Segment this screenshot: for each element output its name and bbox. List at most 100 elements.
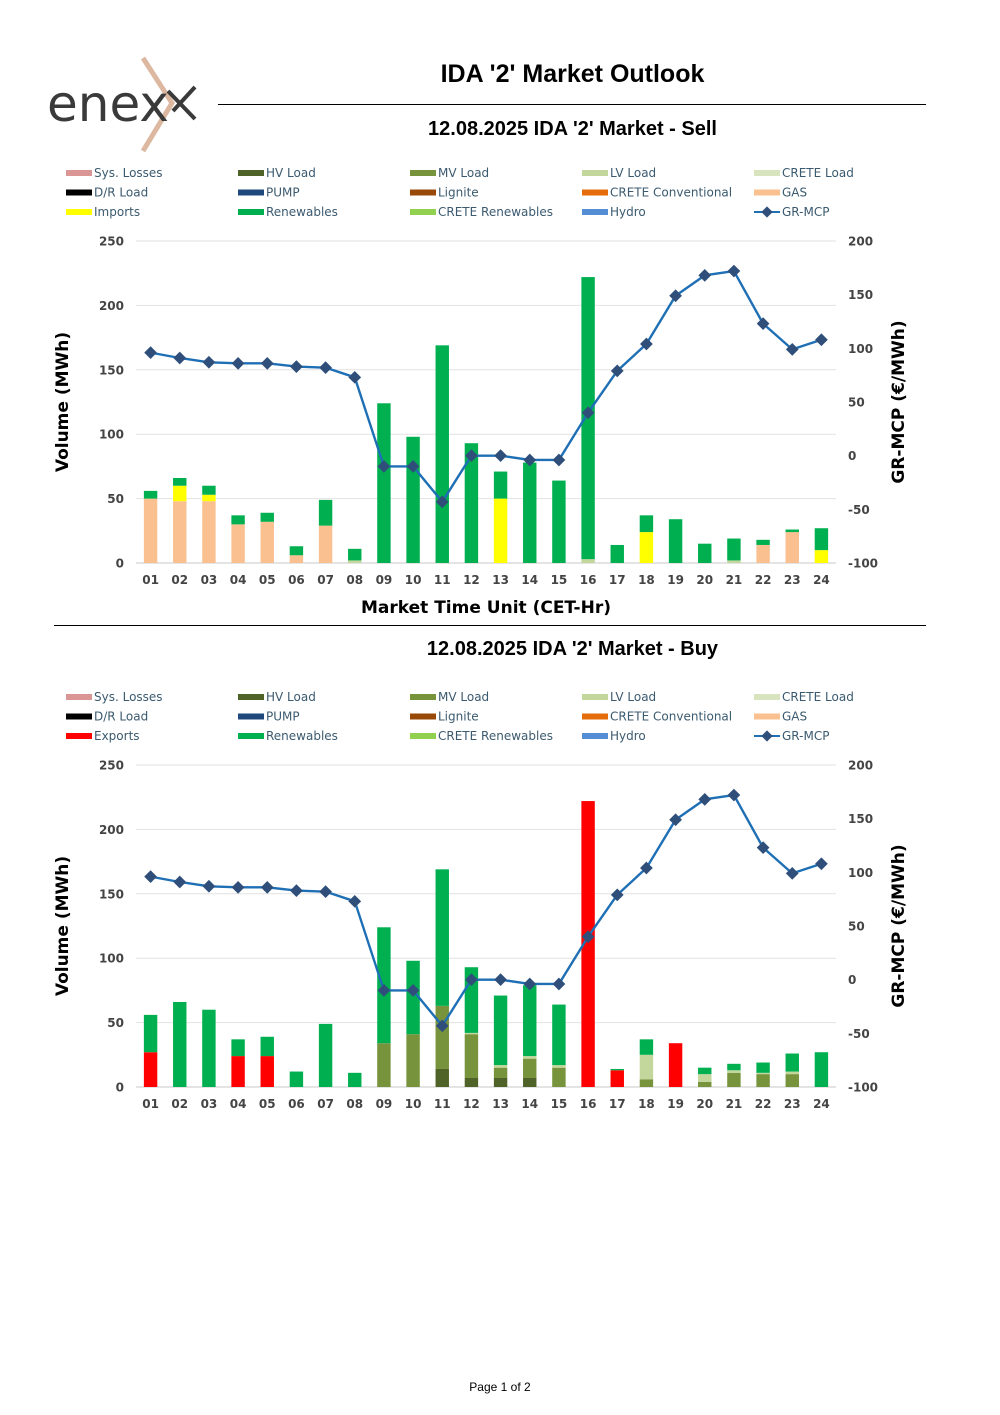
legend-label: GR-MCP <box>782 205 829 219</box>
x-tick-label: 15 <box>551 573 568 587</box>
x-tick-label: 23 <box>784 1097 801 1111</box>
gr-mcp-marker <box>202 355 216 369</box>
x-tick-label: 04 <box>230 1097 247 1111</box>
gr-mcp-marker <box>377 460 391 473</box>
legend-label: GAS <box>782 186 807 200</box>
bar-segment <box>348 548 362 561</box>
bar-segment <box>523 1058 537 1078</box>
bar-segment <box>785 1071 799 1075</box>
x-tick-label: 02 <box>171 1097 188 1111</box>
gr-mcp-marker <box>494 973 507 987</box>
x-tick-label: 01 <box>142 1097 159 1111</box>
x-tick-label: 21 <box>726 573 743 587</box>
bar-segment <box>552 1065 566 1068</box>
page-title: IDA '2' Market Outlook <box>440 60 705 88</box>
bar-segment <box>698 543 712 563</box>
x-tick-label: 24 <box>813 573 830 587</box>
bar-segment <box>406 436 420 563</box>
y-tick-label: 0 <box>116 1081 124 1095</box>
legend-label: Renewables <box>266 729 338 743</box>
legend-label: CRETE Renewables <box>438 205 553 219</box>
gr-mcp-marker <box>260 356 274 370</box>
legend-label: CRETE Renewables <box>438 729 553 743</box>
bar-segment <box>464 443 479 563</box>
legend-swatch <box>66 694 92 700</box>
bar-segment <box>785 1053 799 1072</box>
bar-segment <box>639 532 654 563</box>
x-tick-label: 24 <box>813 1097 830 1111</box>
bar-segment <box>727 1063 741 1071</box>
legend-swatch <box>238 189 264 196</box>
bar-segment <box>756 539 770 545</box>
x-tick-label: 23 <box>784 573 801 587</box>
bar-segment <box>143 1014 158 1053</box>
gr-mcp-marker <box>144 346 157 359</box>
bar-segment <box>668 519 683 563</box>
gr-mcp-marker <box>319 885 332 899</box>
bar-segment <box>231 1039 245 1057</box>
legend-swatch <box>410 733 436 739</box>
bar-segment <box>727 1070 741 1073</box>
y2-tick-label: -100 <box>848 557 878 571</box>
bar-segment <box>581 559 595 563</box>
gridlines <box>136 764 836 1088</box>
x-axis-title: Market Time Unit (CET-Hr) <box>361 598 611 618</box>
bar-segment <box>639 1054 654 1080</box>
bar-segment <box>406 960 420 1035</box>
bars <box>143 801 829 1087</box>
bar-segment <box>202 1009 216 1087</box>
x-tick-label: 21 <box>726 1097 743 1111</box>
gr-mcp-marker <box>727 788 741 802</box>
legend-swatch <box>582 189 608 196</box>
y-tick-label: 50 <box>107 492 124 506</box>
buy-chart: Sys. Losses HV Load MV Load LV Load CRETE Lo… <box>53 690 909 1111</box>
bars <box>143 277 829 563</box>
gr-mcp-marker <box>231 356 245 370</box>
bar-segment <box>756 1072 770 1075</box>
bar-segment <box>173 501 187 563</box>
legend-swatch <box>410 189 436 196</box>
bar-segment <box>289 546 304 556</box>
section-divider <box>54 625 926 626</box>
x-tick-label: 13 <box>492 1097 509 1111</box>
bar-segment <box>756 1074 770 1087</box>
gr-mcp-marker <box>435 495 449 509</box>
gr-mcp-marker <box>815 333 828 347</box>
gridlines <box>136 240 836 564</box>
sell-chart: Sys. Losses HV Load MV Load LV Load CRETE Lo… <box>53 166 909 618</box>
bar-segment <box>260 512 274 522</box>
x-tick-label: 01 <box>142 573 159 587</box>
legend-swatch <box>238 209 264 215</box>
x-tick-label: 06 <box>288 573 305 587</box>
gr-mcp-marker <box>348 370 362 384</box>
x-tick-label: 09 <box>376 573 393 587</box>
legend-label: MV Load <box>438 166 489 180</box>
gr-mcp-marker <box>202 879 216 893</box>
bar-segment <box>377 403 391 563</box>
x-tick-label: 19 <box>667 1097 684 1111</box>
x-tick-label: 04 <box>230 573 247 587</box>
x-tick-label: 05 <box>259 1097 276 1111</box>
y-tick-label: 100 <box>99 428 124 442</box>
bar-segment <box>464 1034 479 1078</box>
legend-swatch <box>238 170 264 176</box>
legend-label: Exports <box>94 729 140 743</box>
x-tick-label: 16 <box>580 1097 597 1111</box>
gr-mcp-marker <box>290 884 303 897</box>
logo-wordmark: enex <box>47 75 169 133</box>
legend-swatch <box>582 209 608 215</box>
bar-segment <box>289 1071 304 1087</box>
gr-mcp-marker <box>377 984 391 997</box>
x-tick-label: 07 <box>317 1097 334 1111</box>
legend-label: Lignite <box>438 710 479 724</box>
y2-tick-label: 150 <box>848 812 873 826</box>
bar-segment <box>464 1032 479 1035</box>
legend-swatch-marker <box>761 730 773 742</box>
x-tick-label: 20 <box>696 573 713 587</box>
bar-segment <box>727 1072 741 1087</box>
bar-segment <box>493 471 508 499</box>
legend-swatch <box>410 694 436 700</box>
bar-segment <box>260 1056 274 1087</box>
y2-tick-label: 100 <box>848 342 873 356</box>
legend-swatch <box>582 713 608 720</box>
